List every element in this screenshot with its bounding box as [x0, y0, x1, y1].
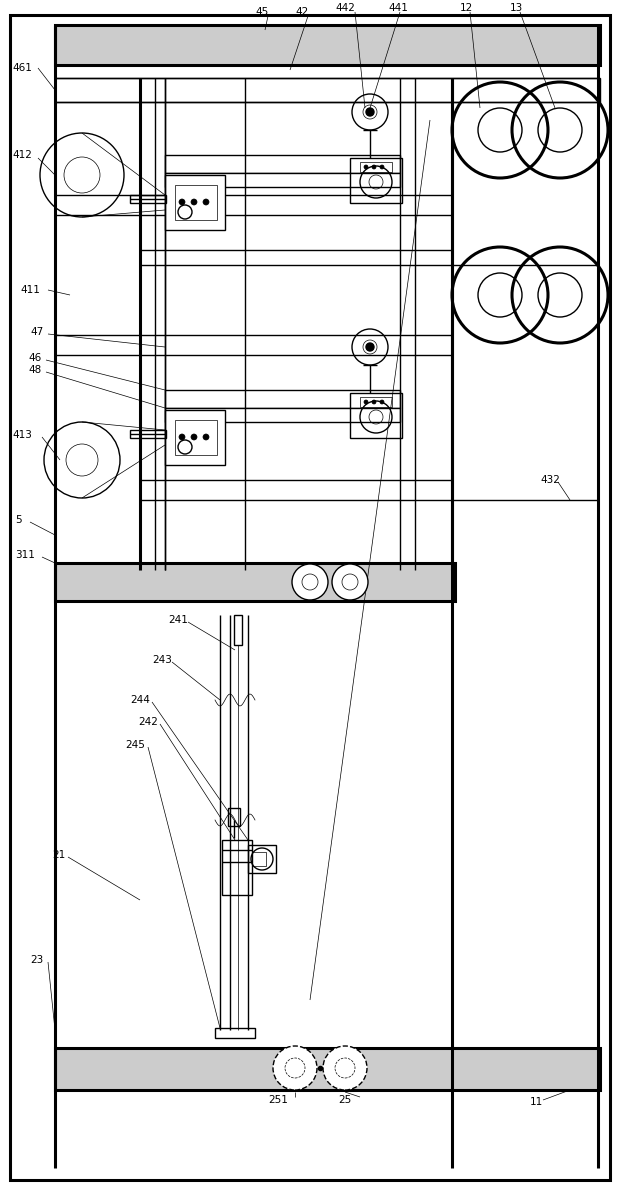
Bar [165, 173, 400, 187]
Bar [55, 1048, 600, 1090]
Text: 45: 45 [255, 7, 268, 17]
Text: 25: 25 [338, 1095, 351, 1104]
Text: 42: 42 [295, 7, 309, 17]
Bar [248, 845, 276, 873]
Circle shape [191, 199, 197, 205]
Bar [55, 25, 600, 64]
Bar [222, 841, 252, 896]
Bar [130, 195, 166, 203]
Text: 46: 46 [28, 353, 41, 363]
Text: 5: 5 [15, 515, 22, 525]
Text: 441: 441 [388, 4, 408, 13]
Bar [165, 410, 225, 464]
Bar [360, 396, 392, 407]
Bar [165, 390, 400, 408]
Bar [165, 176, 225, 230]
Text: 21: 21 [52, 850, 65, 860]
Bar [130, 430, 166, 438]
Bar [215, 1028, 255, 1038]
Text: 13: 13 [510, 4, 523, 13]
Circle shape [273, 1046, 317, 1090]
Text: 461: 461 [12, 63, 32, 73]
Text: 48: 48 [28, 365, 41, 375]
Bar [360, 162, 392, 172]
Circle shape [366, 343, 374, 351]
Text: 242: 242 [138, 718, 158, 727]
Text: 442: 442 [335, 4, 355, 13]
Bar [228, 808, 240, 826]
Circle shape [323, 1046, 367, 1090]
Circle shape [203, 433, 209, 441]
Circle shape [364, 165, 368, 170]
Text: 311: 311 [15, 550, 35, 560]
Text: 432: 432 [540, 475, 560, 485]
Circle shape [380, 165, 384, 170]
Circle shape [191, 433, 197, 441]
Bar [175, 185, 217, 220]
Bar [55, 78, 600, 101]
Circle shape [372, 400, 376, 404]
Bar [165, 155, 400, 173]
Text: 251: 251 [268, 1095, 288, 1104]
Circle shape [380, 400, 384, 404]
Circle shape [332, 564, 368, 601]
Circle shape [366, 107, 374, 116]
Text: 245: 245 [125, 740, 145, 750]
Text: 243: 243 [152, 656, 172, 665]
Text: 411: 411 [20, 285, 40, 295]
Circle shape [203, 199, 209, 205]
Bar [350, 393, 402, 438]
Bar [175, 420, 217, 455]
Text: 241: 241 [168, 615, 188, 624]
Text: 11: 11 [530, 1097, 543, 1107]
Bar [350, 158, 402, 203]
Circle shape [179, 199, 185, 205]
Text: 413: 413 [12, 430, 32, 441]
Text: 12: 12 [460, 4, 473, 13]
Bar [55, 564, 455, 601]
Text: 244: 244 [130, 695, 150, 704]
Circle shape [364, 400, 368, 404]
Circle shape [292, 564, 328, 601]
Text: 412: 412 [12, 150, 32, 160]
Circle shape [179, 433, 185, 441]
Bar [165, 408, 400, 421]
Bar [252, 853, 266, 866]
Bar [234, 615, 242, 645]
Text: 23: 23 [30, 955, 44, 965]
Circle shape [372, 165, 376, 170]
Text: 47: 47 [30, 327, 44, 337]
